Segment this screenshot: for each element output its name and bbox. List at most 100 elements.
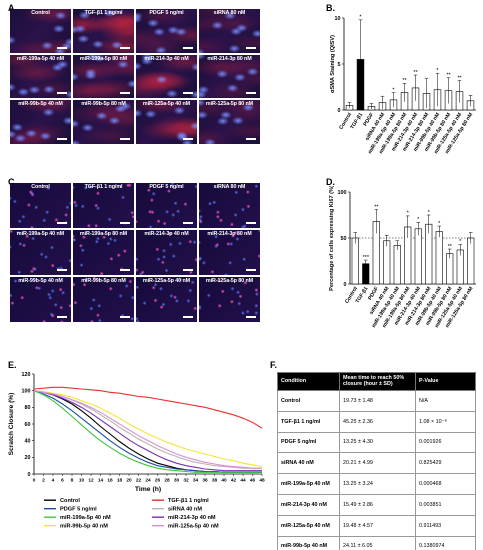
y-axis-label: Scratch Closure (%) [8,393,15,456]
scale-bar [57,222,67,224]
scale-bar [246,92,256,94]
significance-marker: ** [402,78,407,84]
panel-label-f: F. [270,360,278,370]
x-tick-label: 10 [79,478,85,484]
scale-bar [120,92,130,94]
micrograph-tile-label: PDGF 5 ng/ml [149,10,184,16]
y-tick-label: 40 [25,438,31,444]
table-cell-time: 19.73 ± 1.48 [339,389,416,412]
x-tick-label: 36 [202,478,208,484]
scale-bar [246,46,256,49]
micrograph-tile: Control [10,9,71,53]
micrograph-tile-label: miR-214-3p 40 nM [144,55,189,62]
x-tick-label: 14 [98,478,104,484]
micrograph-tile: miR-214-3p 40 nM [136,230,197,275]
bar [351,237,359,285]
legend-label: PDGF 5 ng/ml [60,507,97,513]
significance-marker: * [359,15,362,21]
scale-bar [246,316,256,318]
y-tick-label: 10 [335,16,341,22]
bar [414,228,422,285]
significance-marker: *** [362,255,369,261]
table-row: Control 19.73 ± 1.48 N/A [277,389,476,412]
significance-marker: ** [457,75,462,81]
x-tick-label: 16 [107,478,113,484]
x-axis-label: Time (h) [135,486,161,493]
scale-bar [57,316,67,318]
significance-marker: ** [448,244,453,250]
x-tick-label: 28 [164,478,170,484]
table-cell-time: 45.25 ± 2.36 [339,410,416,433]
x-tick-label: 20 [126,478,132,484]
series-line [33,390,262,473]
table-cell-p-value: 0.001926 [415,431,476,454]
table-cell-time: 20.21 ± 4.99 [339,452,416,475]
x-tick-label: 32 [183,478,189,484]
table-cell-condition: PDGF 5 ng/ml [277,431,340,454]
panel-label-c: C. [8,177,17,187]
table-row: TGF-β1 1 ng/ml 45.25 ± 2.36 1.08 × 10⁻⁸ [277,410,476,433]
legend-label: miR-199a-5p 40 nM [60,515,111,521]
micrograph-tile: miR-125a-5p 40 nM [136,100,197,144]
x-tick-label: 40 [221,478,227,484]
table-header-row: Condition Mean time to reach 50% closure… [277,372,476,391]
micrograph-tile: miR-99b-5p 40 nM [10,277,71,322]
micrograph-tile: miR-125a-5p 80 nM [199,100,260,144]
y-tick-label: 20 [25,455,31,461]
x-tick-label: 4 [52,478,55,484]
header-mean-time: Mean time to reach 50% closure (hour ± S… [339,372,416,391]
y-axis-label: αSMA Staining (QISV) [330,35,336,93]
panel-label-b: B. [326,3,335,13]
micrograph-tile-label: miR-125a-5p 40 nM [142,278,191,284]
x-tick-label: 46 [250,478,256,484]
table-cell-condition: miR-99b-5p 40 nM [277,535,340,550]
micrograph-tile-label: miR-199a-5p 80 nM [79,55,128,62]
panel-label-a: A. [8,3,17,13]
table-cell-time: 19.48 ± 4.57 [339,514,416,537]
micrograph-tile: miR-214-3p 80 nM [199,230,260,275]
scale-bar [246,137,256,140]
scale-bar [183,92,193,94]
x-tick-label: 26 [155,478,161,484]
x-tick-label: 12 [88,478,94,484]
significance-marker: * [459,239,462,245]
micrograph-tile: siRNA 80 nM [199,183,260,228]
bar [393,245,401,285]
x-tick-label: 48 [259,478,265,484]
micrograph-tile: TGF-β1 1 ng/ml [73,9,134,53]
table-cell-p-value: N/A [415,389,476,412]
scratch-closure-line-chart: Scratch Closure (%)Time (h)0204060801001… [8,372,265,530]
significance-marker: * [438,221,441,227]
series-line [33,386,263,429]
x-tick-label: 0 [33,478,36,484]
x-tick-label: 18 [117,478,123,484]
y-tick-label: 120 [22,372,31,378]
micrograph-tile-label: miR-199a-5p 80 nM [79,231,128,237]
table-cell-p-value: 1.08 × 10⁻⁸ [415,410,476,433]
micrograph-tile-label: miR-199a-5p 40 nM [16,231,65,237]
legend-label: siRNA 40 nM [168,507,202,513]
scale-bar [57,137,67,140]
y-tick-label: 60 [25,422,31,428]
scale-bar [246,269,256,271]
header-condition: Condition [277,372,340,391]
legend-label: miR-214-3p 40 nM [168,515,216,521]
table-row: miR-125a-5p 40 nM 19.48 ± 4.57 0.911493 [277,514,476,537]
micrograph-tile: miR-199a-5p 80 nM [73,54,134,98]
micrograph-tile-label: siRNA 80 nM [213,10,246,16]
panel-label-d: D. [326,177,335,187]
legend-label: TGF-β1 1 ng/ml [168,498,209,504]
micrograph-tile: PDGF 5 ng/ml [136,9,197,53]
significance-marker: * [436,68,439,74]
scale-bar [120,269,130,271]
legend-label: miR-99b-5p 40 nM [60,524,108,530]
alpha-sma-bar-chart: αSMA Staining (QISV)0510Control*TGF-β1PD… [330,15,476,155]
scale-bar [246,222,256,224]
x-tick-label: 8 [71,478,74,484]
y-axis-label: Percentage of cells expressing Ki67 (%) [329,186,335,291]
micrograph-tile-label: TGF-β1 1 ng/ml [84,10,123,16]
series-line [33,390,262,472]
x-tick-label: 34 [193,478,199,484]
table-cell-condition: siRNA 40 nM [277,452,340,475]
alpha-sma-image-grid: Control TGF-β1 1 ng/ml PDGF 5 ng/ml siRNA 8… [10,9,260,144]
